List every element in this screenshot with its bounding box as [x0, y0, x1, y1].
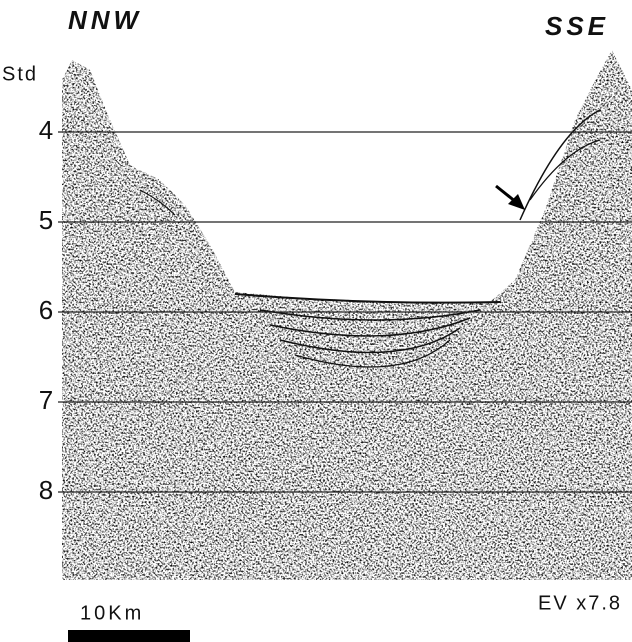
left-direction: NNW	[68, 5, 142, 35]
right-direction: SSE	[545, 11, 609, 41]
arrow	[496, 186, 525, 210]
tick-label: 7	[39, 385, 53, 415]
seismic-figure: 4 5 6 7 8 NNW SSE Std 10Km EV x7.8	[0, 0, 632, 642]
tick-label: 4	[39, 115, 53, 145]
scale-bar-label: 10Km	[80, 602, 144, 624]
tick-label: 5	[39, 205, 53, 235]
tick-label: 6	[39, 295, 53, 325]
axis-label: Std	[2, 63, 38, 85]
vertical-exaggeration: EV x7.8	[538, 592, 622, 614]
scale-bar	[68, 630, 190, 642]
tick-label: 8	[39, 475, 53, 505]
